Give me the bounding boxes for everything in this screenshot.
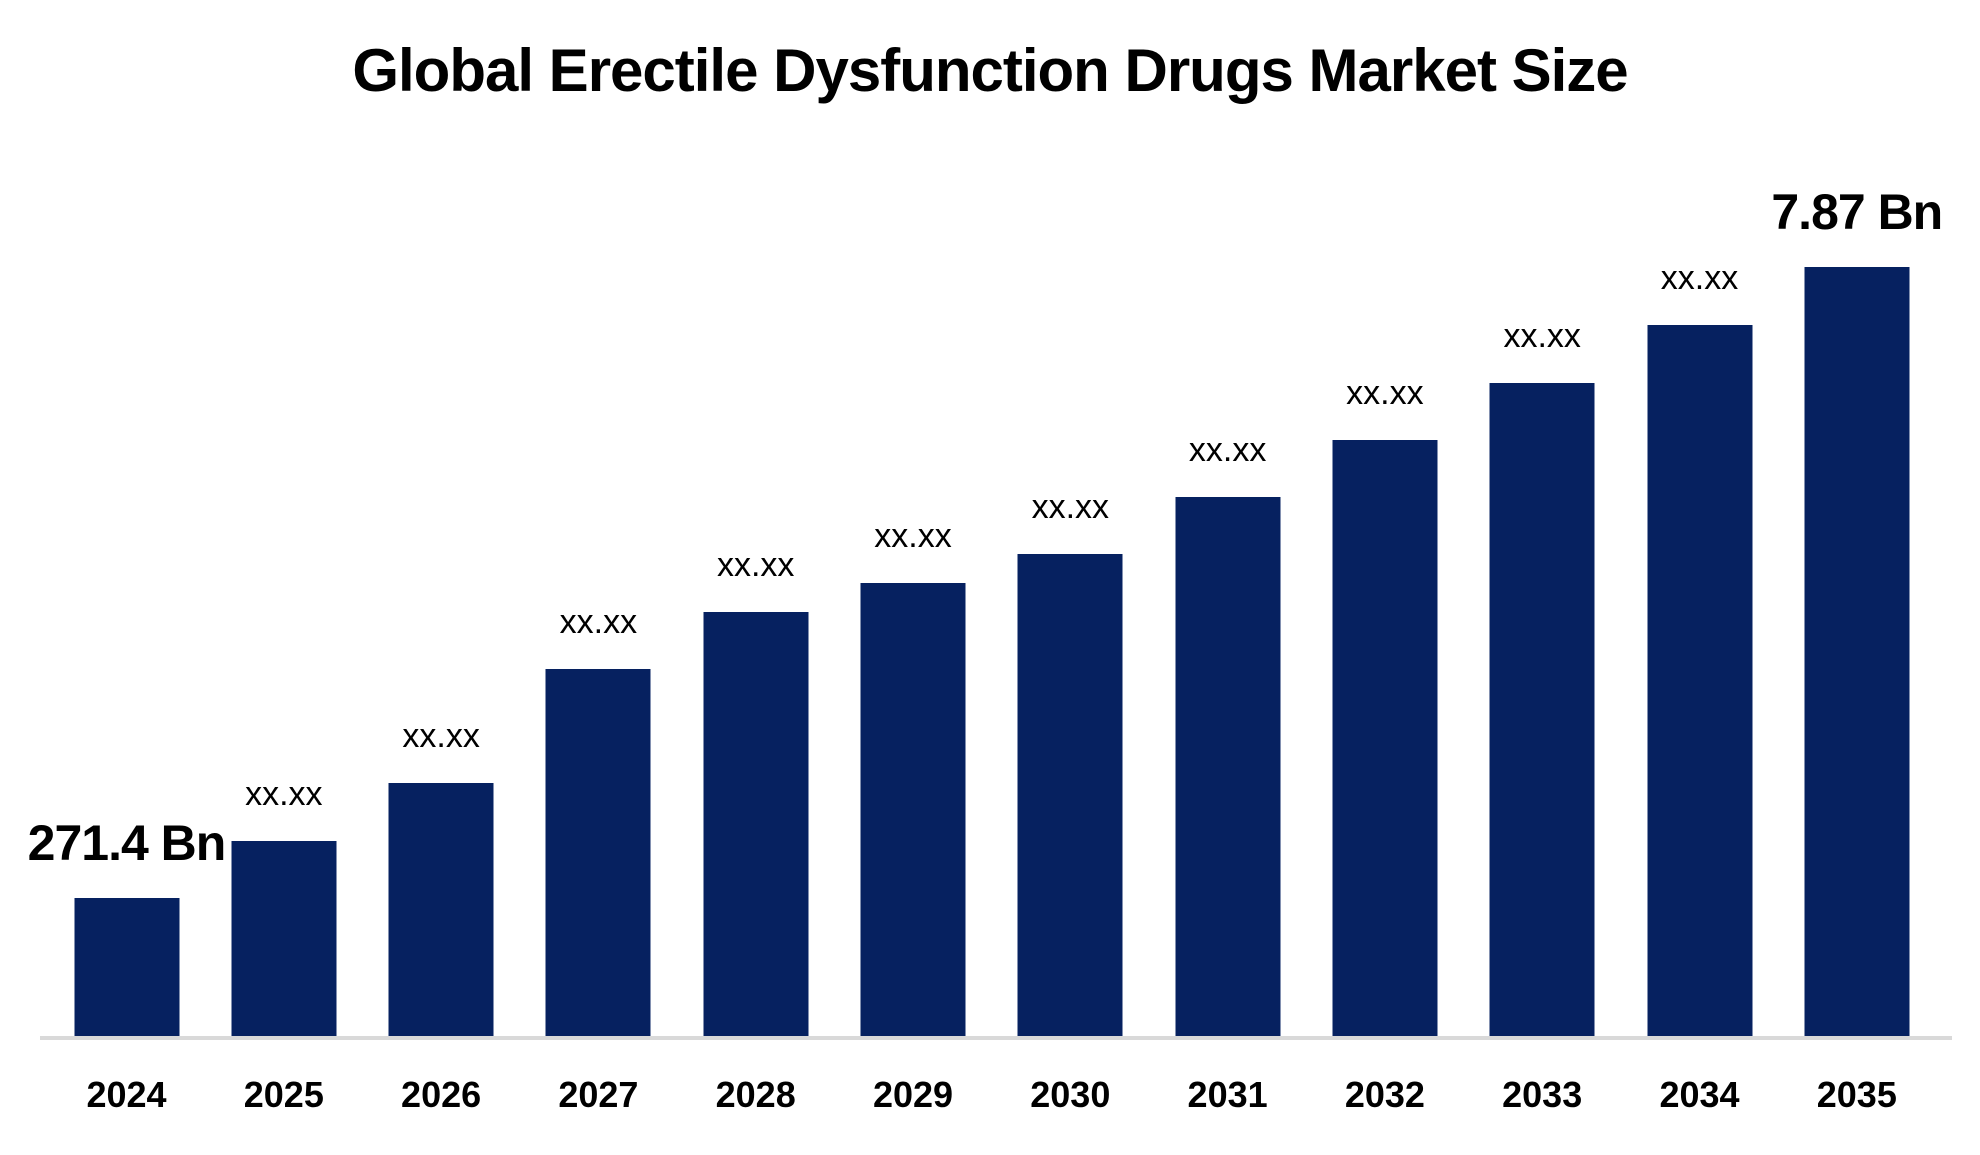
bar-value-label-2031: xx.xx bbox=[1188, 431, 1267, 469]
bar-value-label-2033: xx.xx bbox=[1503, 317, 1581, 355]
x-axis-line bbox=[40, 1036, 1952, 1040]
x-axis-label-2024: 2024 bbox=[86, 1074, 167, 1115]
bar-value-label-2034: xx.xx bbox=[1660, 259, 1739, 297]
bar-2024 bbox=[74, 898, 179, 1040]
bar-2031 bbox=[1175, 497, 1281, 1040]
bar-slot-2032: xx.xx 2032 bbox=[1306, 0, 1463, 1155]
x-axis-label-2026: 2026 bbox=[401, 1074, 482, 1115]
x-axis-label-2035: 2035 bbox=[1816, 1074, 1897, 1115]
bar-slot-2025: xx.xx 2025 bbox=[205, 0, 362, 1155]
bar-slot-2031: xx.xx 2031 bbox=[1149, 0, 1306, 1155]
bar-value-label-2025: xx.xx bbox=[245, 775, 323, 813]
bar-slot-2028: xx.xx 2028 bbox=[677, 0, 834, 1155]
bar-2035 bbox=[1804, 267, 1910, 1040]
x-axis-label-2034: 2034 bbox=[1659, 1074, 1740, 1115]
bar-value-label-2026: xx.xx bbox=[402, 717, 480, 755]
bar-slot-2030: xx.xx 2030 bbox=[992, 0, 1149, 1155]
bar-slot-2035: 7.87 Bn 2035 bbox=[1771, 0, 1943, 1155]
x-axis-label-2025: 2025 bbox=[243, 1074, 324, 1115]
bar-2028 bbox=[703, 612, 809, 1040]
bar-2034 bbox=[1647, 325, 1752, 1040]
x-axis-label-2033: 2033 bbox=[1502, 1074, 1583, 1115]
bar-2026 bbox=[388, 783, 494, 1040]
bar-value-label-2024: 271.4 Bn bbox=[27, 815, 227, 871]
x-axis-label-2028: 2028 bbox=[715, 1074, 796, 1115]
bar-2030 bbox=[1017, 554, 1123, 1040]
bar-slot-2033: xx.xx 2033 bbox=[1464, 0, 1621, 1155]
bar-slot-2029: xx.xx 2029 bbox=[835, 0, 992, 1155]
bar-slot-2026: xx.xx 2026 bbox=[363, 0, 520, 1155]
bar-value-label-2030: xx.xx bbox=[1031, 488, 1110, 526]
x-axis-label-2031: 2031 bbox=[1187, 1074, 1268, 1115]
bar-value-label-2027: xx.xx bbox=[559, 603, 638, 641]
x-axis-label-2029: 2029 bbox=[872, 1074, 954, 1115]
bar-2027 bbox=[545, 669, 651, 1040]
bar-value-label-2029: xx.xx bbox=[874, 517, 952, 555]
bar-2033 bbox=[1489, 383, 1595, 1040]
bar-slot-2024: 271.4 Bn 2024 bbox=[28, 0, 227, 1155]
bar-value-label-2028: xx.xx bbox=[716, 546, 795, 584]
bar-2029 bbox=[860, 583, 966, 1040]
chart-title: Global Erectile Dysfunction Drugs Market… bbox=[352, 37, 1628, 104]
bar-value-label-2032: xx.xx bbox=[1346, 374, 1424, 412]
bar-2025 bbox=[231, 841, 337, 1040]
bar-value-label-2035: 7.87 Bn bbox=[1771, 184, 1943, 240]
x-axis-label-2032: 2032 bbox=[1344, 1074, 1425, 1115]
bar-slot-2027: xx.xx 2027 bbox=[520, 0, 677, 1155]
bar-2032 bbox=[1332, 440, 1438, 1040]
x-axis-label-2030: 2030 bbox=[1030, 1074, 1111, 1115]
x-axis-label-2027: 2027 bbox=[558, 1074, 639, 1115]
bar-slot-2034: xx.xx 2034 bbox=[1621, 0, 1778, 1155]
